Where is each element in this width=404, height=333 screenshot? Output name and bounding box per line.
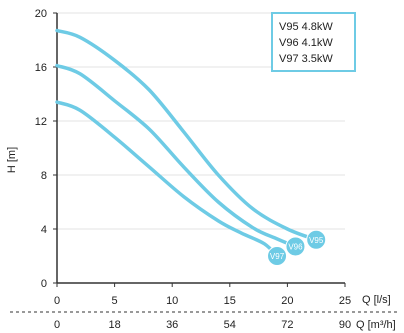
- y-tick-label: 8: [41, 170, 47, 182]
- x2-tick-label: 0: [54, 319, 60, 331]
- marker-v97: [267, 246, 288, 266]
- legend-entry-v97: V97 3.5kW: [279, 53, 333, 65]
- y-tick-label: 12: [35, 116, 47, 128]
- x2-tick-label: 54: [224, 319, 236, 331]
- marker-v95: [306, 229, 327, 250]
- x-axis-label: Q [l/s]: [362, 294, 391, 306]
- y-tick-label: 16: [35, 62, 47, 74]
- x2-tick-label: 72: [281, 319, 293, 331]
- y-tick-label: 4: [41, 224, 47, 236]
- axes: [10, 12, 400, 313]
- x-tick-label: 15: [224, 295, 236, 307]
- marker-v96: [285, 236, 306, 257]
- legend-box: [271, 12, 356, 72]
- x2-tick-label: 18: [108, 319, 120, 331]
- legend-entry-v96: V96 4.1kW: [279, 37, 333, 49]
- y-tick-label: 0: [41, 278, 47, 290]
- x-tick-label: 25: [339, 295, 351, 307]
- marker-label-v97: V97: [270, 252, 285, 261]
- pump-curves: [55, 28, 318, 258]
- marker-label-v96: V96: [288, 243, 303, 252]
- y-tick-label: 20: [35, 8, 47, 20]
- x2-tick-label: 36: [166, 319, 178, 331]
- legend: V95 4.8kW V96 4.1kW V97 3.5kW: [271, 12, 356, 72]
- legend-entry-v95: V95 4.8kW: [279, 21, 333, 33]
- marker-label-v95: V95: [309, 236, 324, 245]
- x-tick-label: 0: [54, 295, 60, 307]
- curve-v97: [55, 100, 279, 258]
- y-axis-label: H [m]: [6, 147, 18, 173]
- x-tick-label: 5: [112, 295, 118, 307]
- x2-tick-label: 90: [339, 319, 351, 331]
- curve-v95: [55, 28, 318, 242]
- x-tick-label: 10: [166, 295, 178, 307]
- x2-axis-label: Q [m³/h]: [356, 319, 396, 331]
- x-tick-label: 20: [281, 295, 293, 307]
- curve-v96: [55, 63, 298, 249]
